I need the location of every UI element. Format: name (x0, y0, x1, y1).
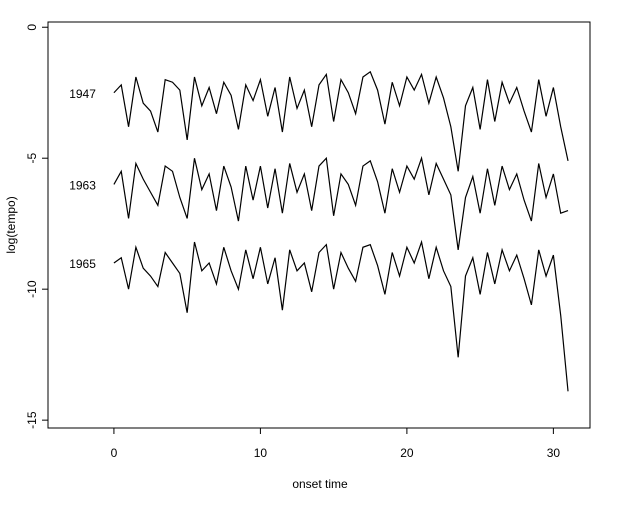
y-tick-label: -10 (25, 280, 39, 298)
x-axis-label: onset time (292, 477, 348, 491)
series-line (113, 155, 569, 250)
x-tick-label: 10 (254, 446, 268, 460)
series-label: 1965 (69, 257, 96, 271)
y-axis-label: log(tempo) (4, 196, 18, 253)
series-label: 1947 (69, 87, 96, 101)
plot-frame (47, 21, 591, 429)
x-tick-label: 30 (547, 446, 561, 460)
series-line (113, 70, 569, 172)
series-line (113, 239, 569, 392)
y-tick-label: 0 (25, 24, 39, 31)
series-label: 1963 (69, 179, 96, 193)
x-tick-label: 0 (111, 446, 118, 460)
x-tick-label: 20 (400, 446, 414, 460)
y-tick-label: -15 (25, 411, 39, 429)
y-tick-label: -5 (25, 153, 39, 164)
